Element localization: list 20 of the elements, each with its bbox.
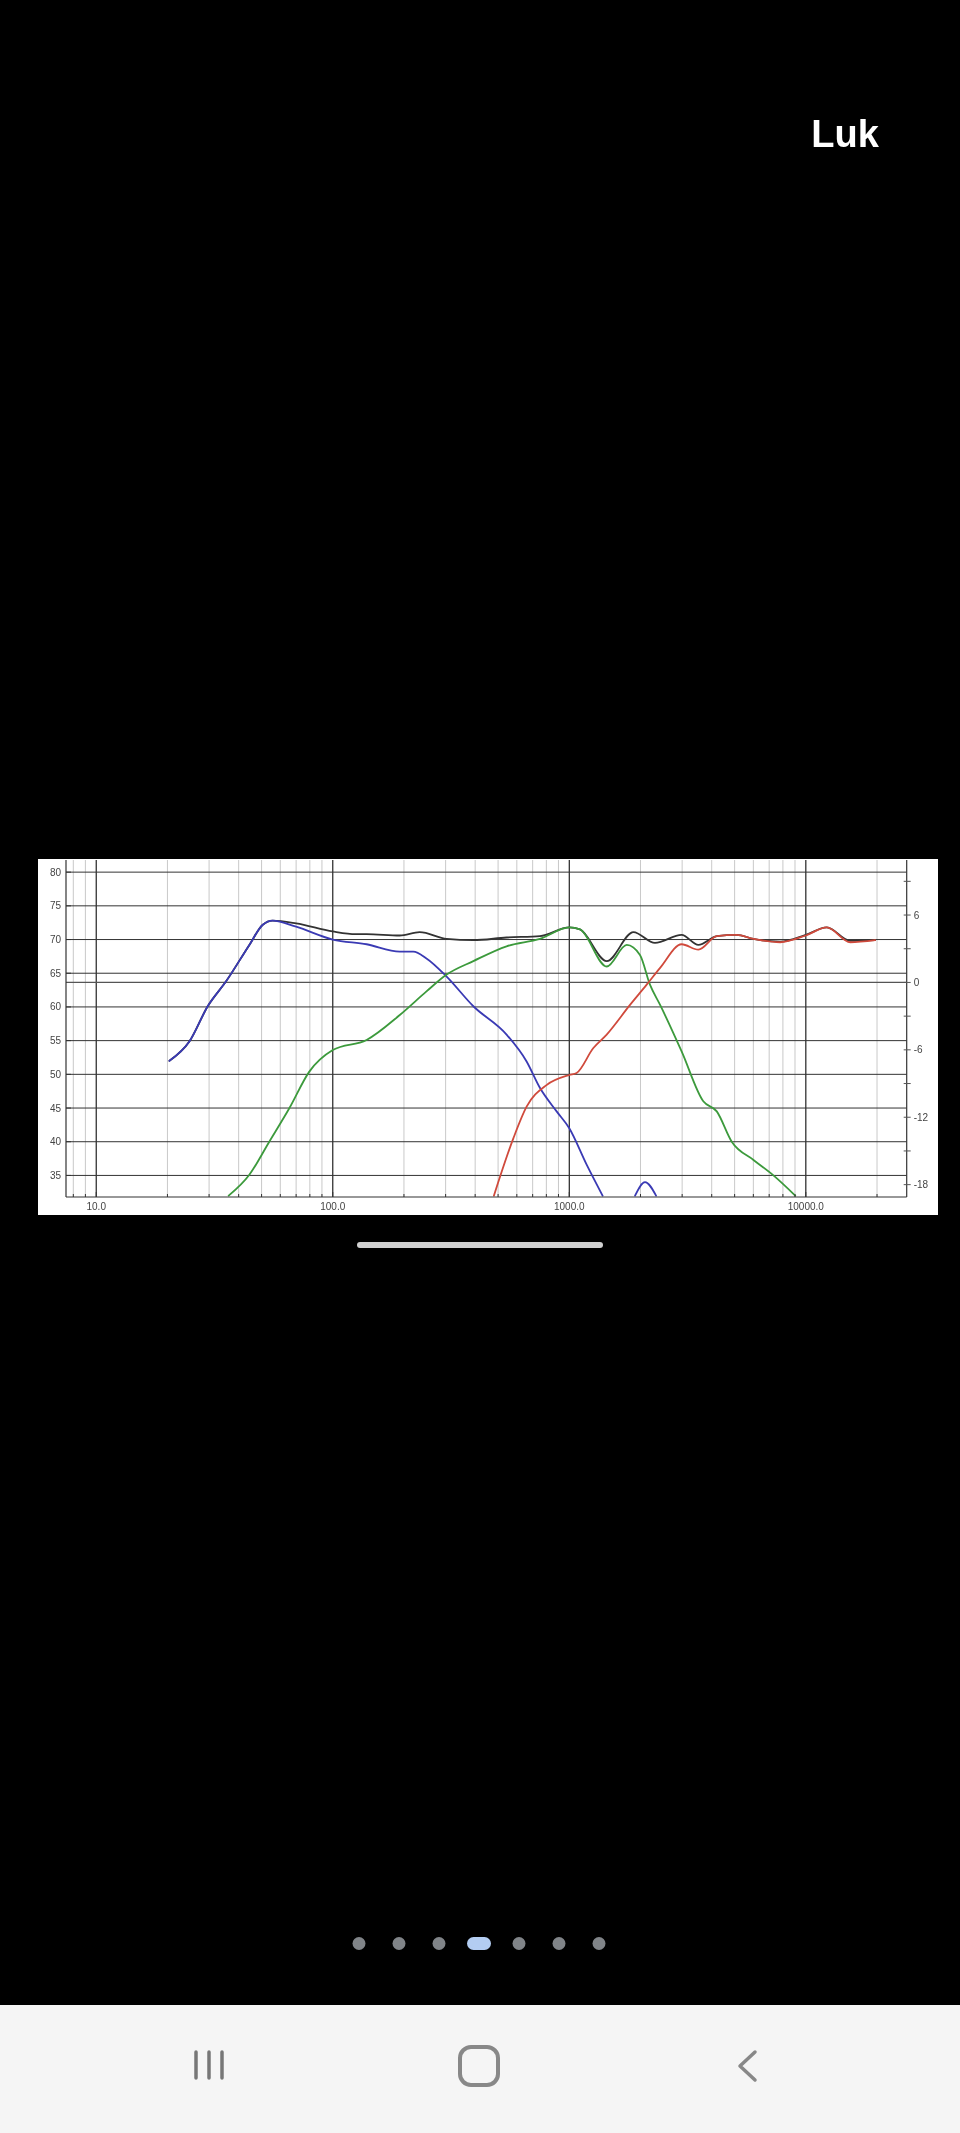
y-tick-label: 45 (49, 1102, 62, 1114)
x-tick-label: 100.0 (320, 1201, 346, 1212)
y-tick-label: 35 (49, 1169, 62, 1181)
y-tick-label: 50 (49, 1068, 62, 1080)
y-tick-label: 75 (49, 900, 62, 912)
y2-tick-label: -12 (913, 1111, 929, 1123)
x-tick-label: 10000.0 (787, 1201, 825, 1212)
y-tick-label: 40 (49, 1136, 62, 1148)
text: Luk (811, 113, 880, 155)
y2-tick-label: 6 (913, 909, 920, 921)
x-tick-label: 1000.0 (554, 1201, 586, 1212)
y-tick-label: 55 (49, 1035, 62, 1047)
y2-tick-label: 0 (913, 976, 920, 988)
y2-tick-label: -18 (913, 1179, 929, 1191)
y-tick-label: 70 (49, 934, 62, 946)
y2-tick-label: -6 (913, 1044, 924, 1056)
x-tick-label: 10.0 (86, 1201, 107, 1212)
y-tick-label: 65 (49, 967, 62, 979)
y-tick-label: 60 (49, 1001, 62, 1013)
y-tick-label: 80 (49, 866, 62, 878)
